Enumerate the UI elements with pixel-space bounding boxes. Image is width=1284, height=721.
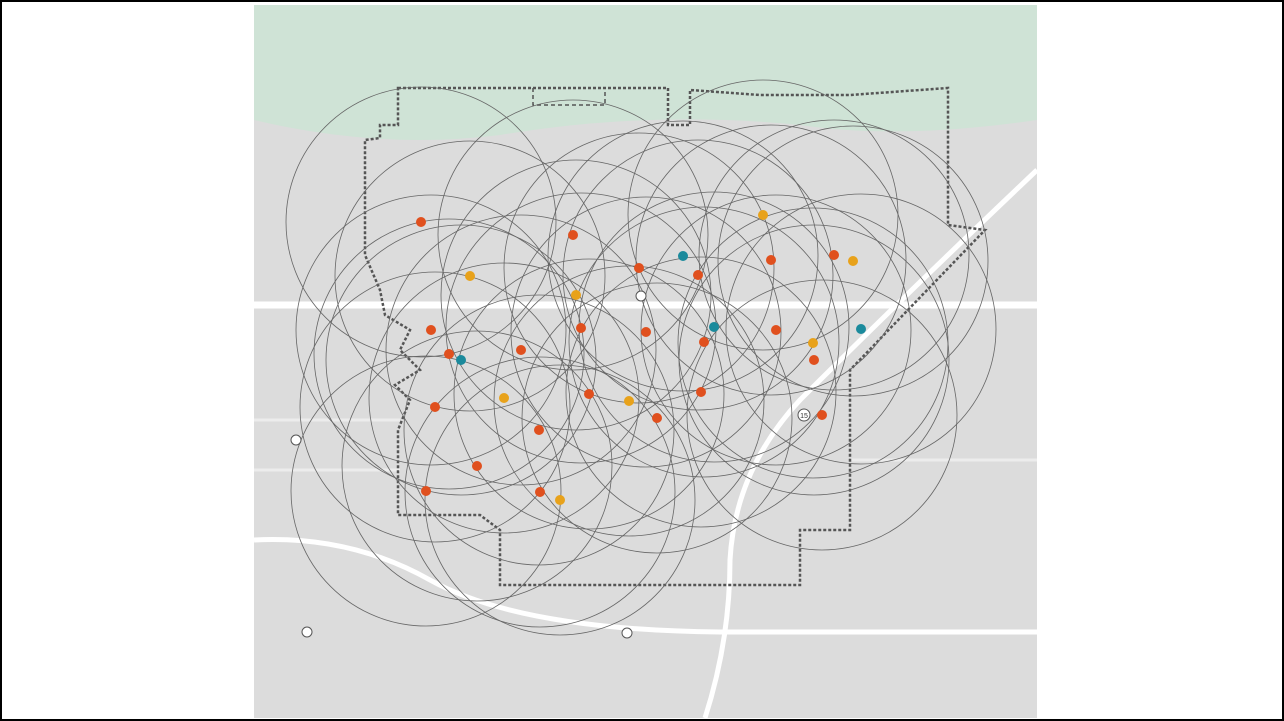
coverage-circle xyxy=(341,330,613,602)
coverage-circle xyxy=(725,193,997,465)
site-dot xyxy=(856,324,866,334)
coverage-circle xyxy=(295,194,567,466)
coverage-circle xyxy=(325,224,597,496)
park-area xyxy=(254,5,1037,140)
site-dot xyxy=(709,322,719,332)
shield xyxy=(290,434,302,446)
site-dot xyxy=(641,327,651,337)
coverage-circle xyxy=(368,262,640,534)
coverage-circle xyxy=(547,120,819,392)
shield-label: 15 xyxy=(800,413,808,420)
coverage-circle xyxy=(698,119,970,391)
shield xyxy=(635,290,647,302)
site-dot xyxy=(472,461,482,471)
site-dot xyxy=(426,325,436,335)
site-dot xyxy=(430,402,440,412)
site-dot xyxy=(699,337,709,347)
coverage-circle xyxy=(385,214,657,486)
site-dot xyxy=(829,250,839,260)
coverage-circle xyxy=(562,139,834,411)
coverage-circle xyxy=(717,125,989,397)
site-dot xyxy=(534,425,544,435)
coverage-circle xyxy=(521,282,793,554)
sites xyxy=(416,210,866,505)
coverage-circles xyxy=(285,79,997,636)
site-dot xyxy=(766,255,776,265)
coverage-circle xyxy=(493,265,765,537)
site-dot xyxy=(584,389,594,399)
site-dot xyxy=(808,338,818,348)
site-dot xyxy=(652,413,662,423)
road xyxy=(253,537,1037,635)
coverage-circle xyxy=(568,206,840,478)
site-dot xyxy=(817,410,827,420)
coverage-circle xyxy=(313,218,585,490)
site-dot xyxy=(456,355,466,365)
site-dot xyxy=(416,217,426,227)
coverage-circle xyxy=(424,364,696,636)
site-dot xyxy=(634,263,644,273)
site-dot xyxy=(571,290,581,300)
minor-road xyxy=(254,418,1037,472)
site-dot xyxy=(678,251,688,261)
coverage-circle xyxy=(437,99,709,371)
shield xyxy=(797,408,811,422)
coverage-circle xyxy=(299,271,571,543)
coverage-circle xyxy=(334,140,606,412)
boundary xyxy=(363,86,988,587)
site-dot xyxy=(576,323,586,333)
coverage-circle xyxy=(510,196,782,468)
site-dot xyxy=(771,325,781,335)
coverage-circle xyxy=(565,256,837,528)
site-dot xyxy=(516,345,526,355)
site-dot xyxy=(499,393,509,403)
coverage-circle xyxy=(640,194,912,466)
coverage-circle xyxy=(686,279,958,551)
coverage-circle xyxy=(677,207,949,479)
road xyxy=(702,168,1039,719)
site-dot xyxy=(444,349,454,359)
coverage-circle xyxy=(404,356,676,628)
site-dot xyxy=(809,355,819,365)
site-dot xyxy=(624,396,634,406)
route-shields: 15 xyxy=(290,290,811,639)
coverage-circle xyxy=(285,86,557,358)
coverage-circle xyxy=(453,258,725,530)
boundary-inner xyxy=(532,88,606,106)
coverage-circle xyxy=(627,79,899,351)
site-dot xyxy=(758,210,768,220)
site-dot xyxy=(848,256,858,266)
shield xyxy=(301,626,313,638)
site-dot xyxy=(568,230,578,240)
site-dot xyxy=(535,487,545,497)
shield xyxy=(621,627,633,639)
site-dot xyxy=(555,495,565,505)
site-dot xyxy=(421,486,431,496)
basemap xyxy=(253,5,1039,719)
site-dot xyxy=(693,270,703,280)
coverage-circle xyxy=(290,355,562,627)
site-dot xyxy=(696,387,706,397)
site-dot xyxy=(465,271,475,281)
